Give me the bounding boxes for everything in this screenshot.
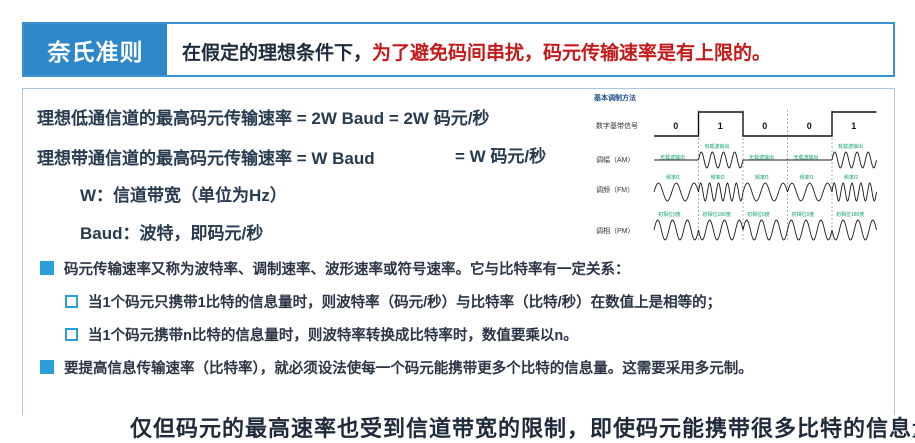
bit-label: 0 [673, 121, 678, 131]
fm-label: 频率f1 [755, 174, 769, 181]
formula-bandpass: 理想带通信道的最高码元传输速率 = W Baud [37, 149, 375, 168]
formula-bandpass-unit: = W 码元/秒 [455, 147, 547, 166]
bullet-baud-rate-text: 码元传输速率又称为波特率、调制速率、波形速率或符号速率。它与比特率有一定关系： [64, 262, 630, 278]
pm-label: 初相位180度 [703, 211, 731, 218]
formula-lowpass: 理想低通信道的最高码元传输速率 = 2W Baud = 2W 码元/秒 [37, 109, 490, 128]
fm-waveform-segment [653, 182, 699, 202]
header-statement-red: 为了避免码间串扰，码元传输速率是有上限的。 [372, 43, 772, 64]
fm-waveform-segment [742, 182, 788, 202]
header-statement-plain: 在假定的理想条件下， [182, 43, 373, 64]
fm-label: 频率f1 [666, 174, 680, 181]
pm-waveform-segment [698, 219, 744, 241]
row-label-pm: 调相（PM） [596, 226, 635, 235]
empty-square-icon [65, 295, 78, 308]
content-frame [22, 88, 895, 415]
pm-label: 初相位180度 [836, 211, 864, 218]
formula-baud-definition: Baud：波特，即码元/秒 [80, 224, 264, 243]
sub-bullet-one-bit-text: 当1个码元只携带1比特的信息量时，则波特率（码元/秒）与比特率（比特/秒）在数值… [88, 295, 722, 311]
row-label-am: 调幅（AM） [596, 155, 635, 164]
am-label: 无载波输出 [794, 154, 819, 161]
header-frame [22, 22, 895, 77]
pm-waveform-segment [831, 219, 877, 241]
row-label-fm: 调频（FM） [596, 185, 634, 194]
bit-label: 1 [718, 121, 723, 131]
slide: 奈氏准则 在假定的理想条件下，为了避免码间串扰，码元传输速率是有上限的。 理想低… [22, 22, 915, 441]
pm-waveform-segment [787, 219, 833, 241]
bit-label: 0 [762, 121, 767, 131]
am-label: 有载波输出 [838, 143, 863, 150]
modulation-diagram: 基本调制方法 数字基带信号 调幅（AM） 调频（FM） 调相（PM） 0 1 0 0 1 无载波输出… [592, 92, 887, 257]
sub-bullet-n-bits-text: 当1个码元携带n比特的信息量时，则波特率转换成比特率时，数值要乘以n。 [88, 328, 578, 344]
am-label: 有载波输出 [705, 143, 730, 150]
fm-waveform-segment [831, 182, 877, 202]
sub-bullet-one-bit: 当1个码元只携带1比特的信息量时，则波特率（码元/秒）与比特率（比特/秒）在数值… [65, 291, 721, 312]
header-statement: 在假定的理想条件下，为了避免码间串扰，码元传输速率是有上限的。 [182, 38, 771, 65]
digital-signal-waveform [654, 111, 877, 137]
formula-w-definition: W：信道带宽（单位为Hz） [80, 186, 287, 205]
pm-waveform-segment [653, 219, 699, 241]
am-waveform-segment [698, 151, 744, 169]
pm-waveform-segment [742, 219, 788, 241]
bullet-multilevel: 要提高信息传输速率（比特率），就必须设法使每一个码元能携带更多个比特的信息量。这… [40, 357, 753, 378]
empty-square-icon [65, 328, 78, 341]
bullet-baud-rate: 码元传输速率又称为波特率、调制速率、波形速率或符号速率。它与比特率有一定关系： [40, 258, 630, 279]
pm-label: 初相位0度 [658, 211, 681, 218]
fm-waveform-segment [698, 182, 744, 202]
bit-label: 1 [851, 121, 856, 131]
am-label: 无载波输出 [660, 154, 685, 161]
filled-square-icon [40, 261, 54, 275]
row-label-digital: 数字基带信号 [596, 121, 638, 130]
bullet-multilevel-text: 要提高信息传输速率（比特率），就必须设法使每一个码元能携带更多个比特的信息量。这… [64, 361, 753, 377]
filled-square-icon [40, 360, 54, 374]
fm-label: 频率f2 [844, 174, 858, 181]
am-label: 无载波输出 [749, 154, 774, 161]
header-tab-title: 奈氏准则 [24, 24, 167, 75]
sub-bullet-n-bits: 当1个码元携带n比特的信息量时，则波特率转换成比特率时，数值要乘以n。 [65, 324, 578, 345]
pm-label: 初相位0度 [792, 211, 815, 218]
pm-label: 初相位0度 [747, 211, 770, 218]
am-waveform-segment [831, 151, 877, 169]
fm-label: 频率f2 [711, 174, 725, 181]
fm-waveform-segment [787, 182, 833, 202]
cut-off-caption: 仅但码元的最高速率也受到信道带宽的限制，即使码元能携带很多比特的信息量 [130, 416, 915, 441]
diagram-title: 基本调制方法 [593, 93, 636, 102]
fm-label: 频率f1 [800, 174, 814, 181]
bit-label: 0 [807, 121, 812, 131]
